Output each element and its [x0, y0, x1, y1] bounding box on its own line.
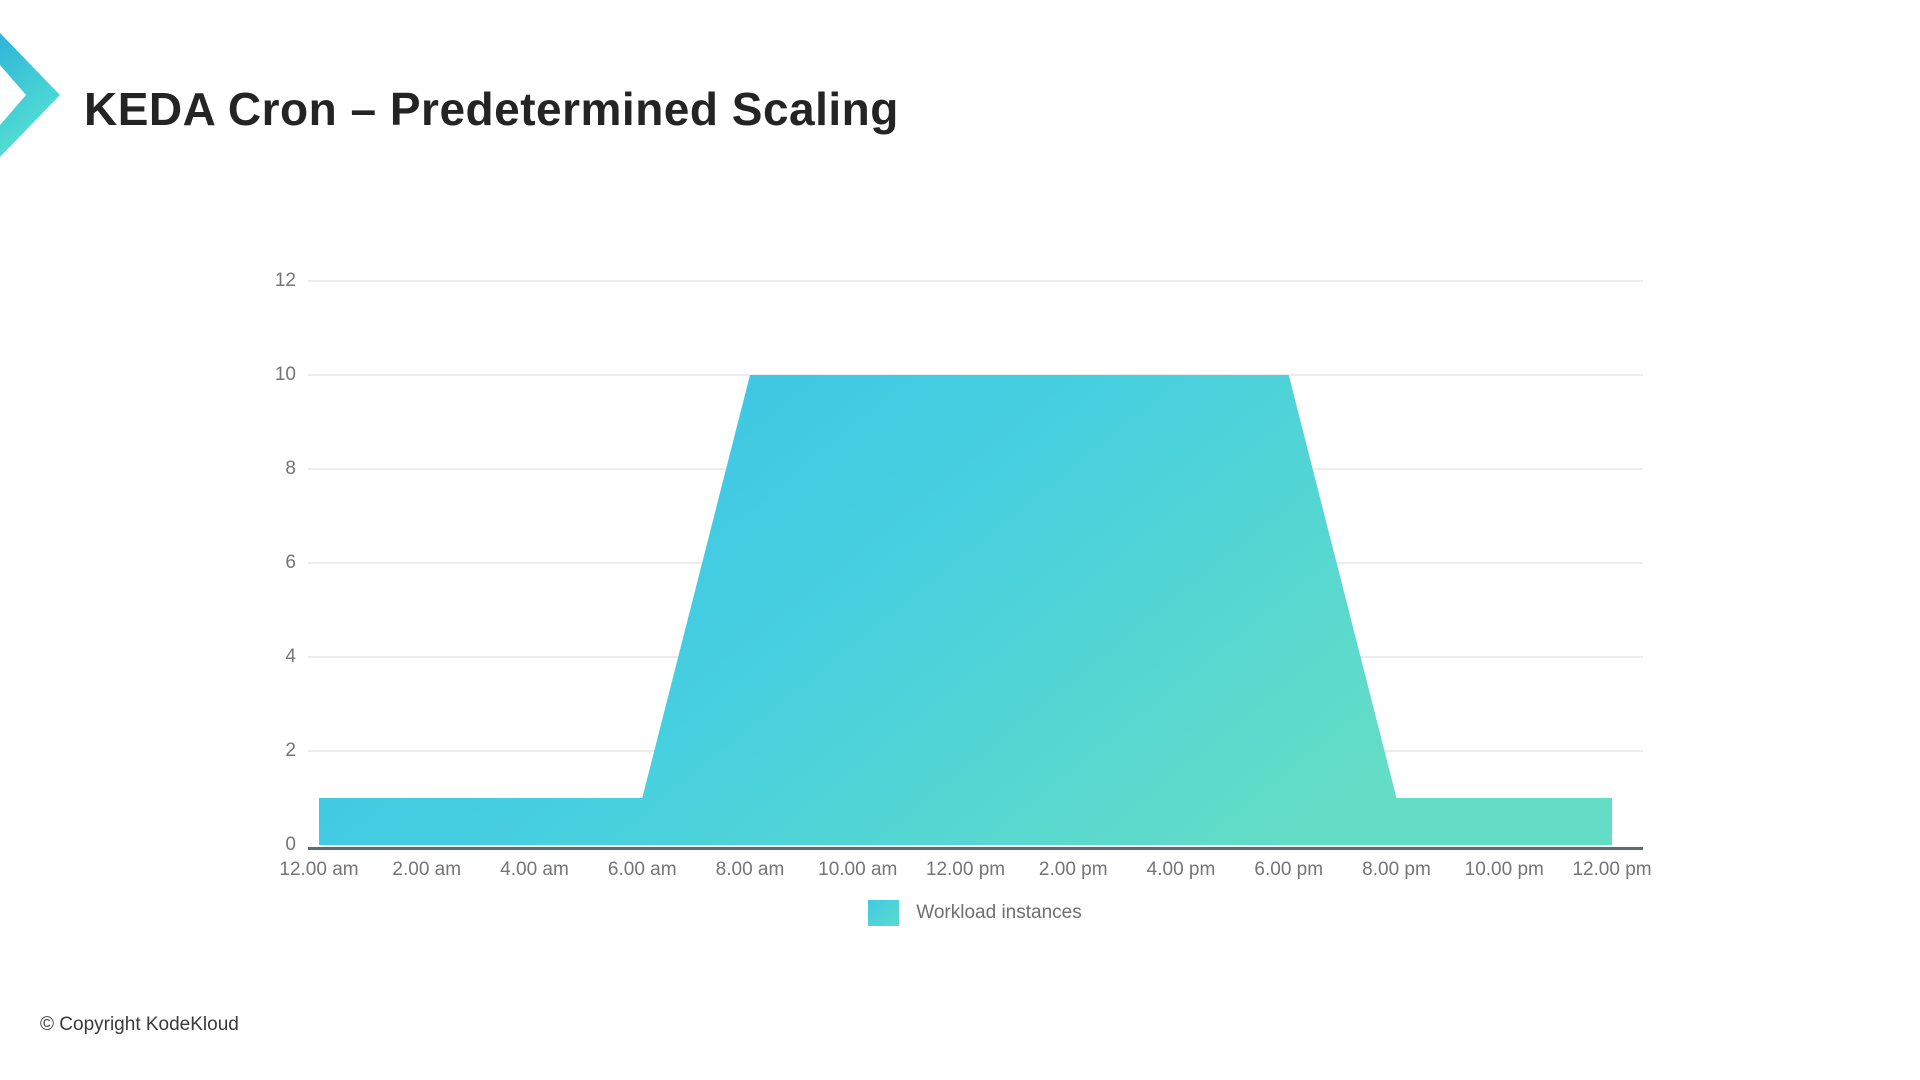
x-axis-tick-label: 2.00 am	[392, 859, 462, 880]
x-axis-tick-label: 8.00 pm	[1362, 859, 1431, 880]
x-axis-baseline	[308, 847, 1643, 850]
y-axis-tick-label: 12	[274, 270, 296, 291]
x-axis-tick-label: 6.00 pm	[1254, 859, 1324, 880]
chart-legend: Workload instances	[308, 897, 1642, 929]
x-axis-tick-label: 2.00 pm	[1038, 859, 1108, 880]
x-axis-tick-label: 12.00 pm	[1572, 859, 1652, 880]
page-title: KEDA Cron – Predetermined Scaling	[84, 83, 899, 135]
x-axis-tick-label: 6.00 am	[607, 859, 677, 880]
legend-swatch-icon	[868, 900, 900, 926]
y-axis-tick-label: 10	[274, 364, 296, 385]
y-axis-tick-label: 4	[285, 646, 296, 667]
x-axis-tick-label: 8.00 am	[715, 859, 785, 880]
kodekloud-logo-icon	[0, 33, 60, 157]
copyright-footer: © Copyright KodeKloud	[40, 1014, 239, 1035]
x-axis-tick-label: 10.00 am	[818, 859, 898, 880]
x-axis-line	[308, 847, 1643, 850]
x-axis-tick-label: 12.00 am	[279, 859, 359, 880]
x-axis-tick-label: 10.00 pm	[1464, 859, 1544, 880]
x-axis-tick-label: 12.00 pm	[925, 859, 1006, 880]
workload-area	[319, 375, 1612, 845]
y-axis-tick-label: 2	[285, 740, 296, 761]
y-axis-tick-label: 6	[285, 552, 296, 573]
x-axis-tick-label: 4.00 pm	[1146, 859, 1216, 880]
y-axis-tick-label: 0	[285, 834, 296, 855]
area-series	[319, 375, 1612, 845]
x-axis-tick-label: 4.00 am	[500, 859, 569, 880]
legend-label: Workload instances	[916, 902, 1082, 923]
y-axis-tick-label: 8	[285, 458, 296, 479]
